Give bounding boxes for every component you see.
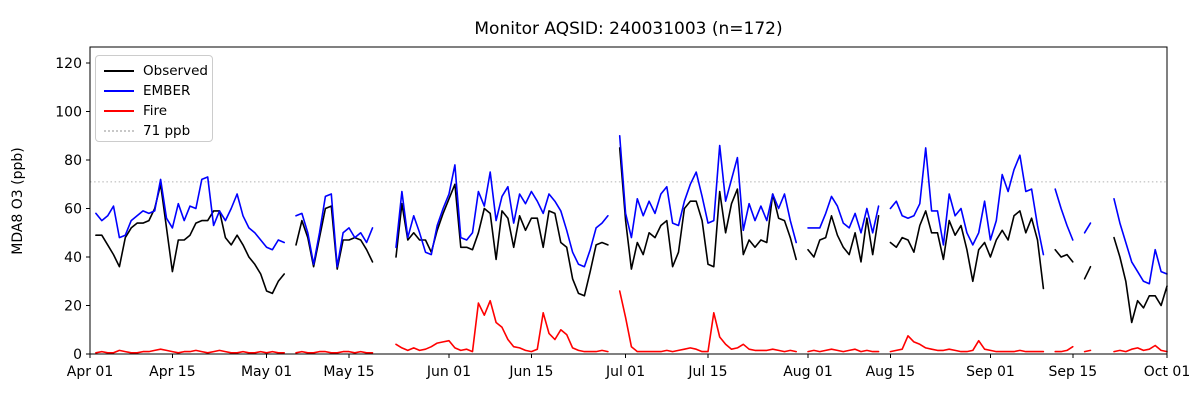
x-tick-label: Jun 01 bbox=[426, 364, 471, 380]
series-fire-line bbox=[95, 348, 286, 354]
series-observed-line bbox=[1083, 265, 1092, 280]
series-fire-line bbox=[618, 290, 798, 353]
y-tick-label: 60 bbox=[64, 202, 82, 218]
legend: Observed EMBER Fire 71 ppb bbox=[95, 55, 213, 142]
ember-line-swatch bbox=[104, 90, 134, 92]
series-fire-line bbox=[807, 348, 880, 353]
y-tick-label: 80 bbox=[64, 153, 82, 169]
series-fire-line bbox=[295, 350, 374, 354]
plot-border bbox=[89, 46, 1168, 355]
x-tick-label: Apr 15 bbox=[149, 364, 195, 380]
series-fire-line bbox=[1054, 345, 1074, 353]
series-ember-line bbox=[1054, 188, 1074, 241]
series-observed-line bbox=[618, 147, 798, 270]
series-observed-line bbox=[395, 183, 609, 297]
x-tick-label: May 01 bbox=[241, 364, 292, 380]
series-ember-line bbox=[95, 176, 286, 251]
legend-label: Fire bbox=[143, 103, 168, 119]
x-tick-label: Apr 01 bbox=[67, 364, 113, 380]
fire-line-swatch bbox=[104, 110, 134, 112]
series-ember-line bbox=[889, 147, 1045, 256]
x-tick-label: Jun 15 bbox=[508, 364, 553, 380]
series-fire-line bbox=[1083, 349, 1092, 353]
series-ember-line bbox=[295, 193, 374, 268]
x-tick-label: Aug 01 bbox=[783, 364, 833, 380]
legend-item-observed: Observed bbox=[104, 61, 212, 81]
series-ember-line bbox=[395, 164, 609, 268]
series-fire-line bbox=[395, 299, 609, 353]
series-observed-line bbox=[1054, 248, 1074, 263]
legend-label: EMBER bbox=[143, 83, 191, 99]
y-tick-label: 40 bbox=[64, 250, 82, 266]
x-tick-label: Jul 01 bbox=[605, 364, 645, 380]
series-ember-line bbox=[1083, 222, 1092, 234]
legend-label: 71 ppb bbox=[143, 123, 191, 139]
x-tick-label: Sep 15 bbox=[1049, 364, 1098, 380]
x-tick-label: Sep 01 bbox=[966, 364, 1015, 380]
series-observed-line bbox=[95, 183, 286, 295]
legend-item-ember: EMBER bbox=[104, 81, 212, 101]
series-observed-line bbox=[1113, 236, 1168, 324]
series-fire-line bbox=[889, 334, 1045, 353]
legend-label: Observed bbox=[143, 63, 208, 79]
legend-item-fire: Fire bbox=[104, 101, 212, 121]
series-ember-line bbox=[618, 135, 798, 244]
series-observed-line bbox=[807, 215, 880, 263]
series-ember-line bbox=[1113, 198, 1168, 285]
y-tick-label: 120 bbox=[55, 56, 82, 72]
x-tick-label: Aug 15 bbox=[866, 364, 916, 380]
y-tick-label: 0 bbox=[73, 347, 82, 363]
y-axis-label: MDA8 O3 (ppb) bbox=[10, 147, 26, 255]
series-observed-line bbox=[889, 210, 1045, 290]
x-tick-label: Jul 15 bbox=[687, 364, 727, 380]
y-tick-label: 100 bbox=[55, 105, 82, 121]
series-ember-line bbox=[807, 195, 880, 234]
threshold-line-swatch bbox=[104, 130, 134, 132]
page-title: Monitor AQSID: 240031003 (n=172) bbox=[474, 19, 783, 39]
x-tick-label: Oct 01 bbox=[1144, 364, 1190, 380]
x-tick-label: May 15 bbox=[323, 364, 374, 380]
legend-item-threshold: 71 ppb bbox=[104, 121, 212, 141]
observed-line-swatch bbox=[104, 70, 134, 72]
y-tick-label: 20 bbox=[64, 299, 82, 315]
series-fire-line bbox=[1113, 344, 1168, 353]
